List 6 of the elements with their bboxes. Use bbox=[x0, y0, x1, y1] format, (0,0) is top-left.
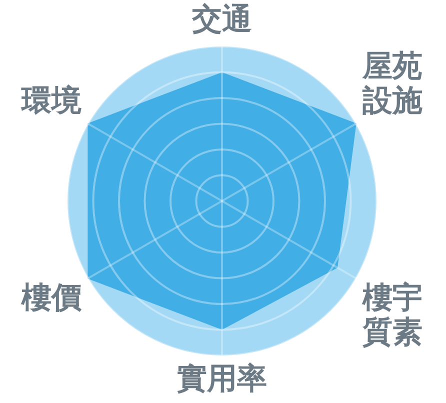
spoke-label: 實用率 bbox=[177, 362, 267, 397]
spoke-label: 屋苑設施 bbox=[362, 48, 423, 118]
spoke-label: 交通 bbox=[191, 2, 252, 38]
spoke-label: 環境 bbox=[20, 83, 82, 118]
spoke-label: 樓價 bbox=[20, 280, 82, 316]
spoke-label: 樓宇質素 bbox=[362, 280, 423, 350]
